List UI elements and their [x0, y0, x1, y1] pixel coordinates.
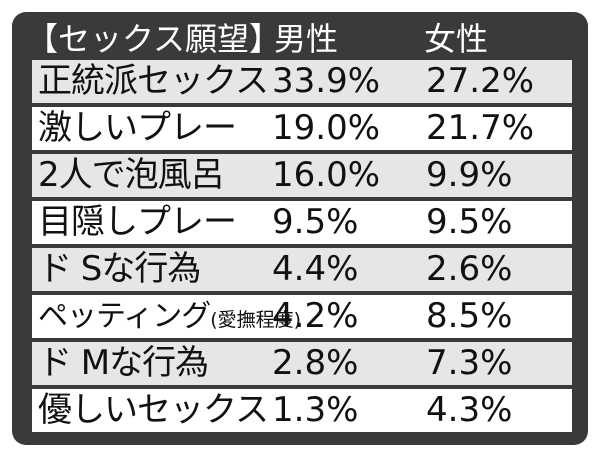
female-value: 9.9%	[426, 155, 513, 195]
table-row: 激しいプレー 19.0% 21.7%	[32, 107, 572, 150]
female-value: 4.3%	[426, 390, 513, 430]
male-value: 2.8%	[272, 343, 359, 383]
table-row: 正統派セックス 33.9% 27.2%	[32, 60, 572, 103]
column-header-female: 女性	[424, 20, 489, 58]
table-title: 【セックス願望】	[26, 20, 282, 58]
survey-table: 正統派セックス 33.9% 27.2% 激しいプレー 19.0% 21.7% 2…	[32, 60, 572, 434]
female-value: 9.5%	[426, 202, 513, 242]
row-label: 2人で泡風呂	[38, 155, 225, 195]
table-row: ド Sな行為 4.4% 2.6%	[32, 248, 572, 291]
row-label: ド Sな行為	[38, 249, 201, 289]
table-row: 2人で泡風呂 16.0% 9.9%	[32, 154, 572, 197]
table-row: 目隠しプレー 9.5% 9.5%	[32, 201, 572, 244]
row-label: 目隠しプレー	[38, 202, 237, 242]
row-label: 優しいセックス	[38, 390, 269, 430]
male-value: 4.2%	[272, 296, 359, 336]
column-header-male: 男性	[274, 20, 339, 58]
male-value: 4.4%	[272, 249, 359, 289]
female-value: 7.3%	[426, 343, 513, 383]
male-value: 1.3%	[272, 390, 359, 430]
row-label: ペッティング(愛撫程度)	[38, 295, 301, 338]
row-label: ド Mな行為	[38, 343, 209, 383]
table-row: ド Mな行為 2.8% 7.3%	[32, 342, 572, 385]
male-value: 19.0%	[272, 108, 381, 148]
row-label-main: ペッティング	[38, 299, 211, 334]
table-row: 優しいセックス 1.3% 4.3%	[32, 389, 572, 432]
row-label: 激しいプレー	[38, 108, 237, 148]
male-value: 9.5%	[272, 202, 359, 242]
table-header: 【セックス願望】 男性 女性	[26, 16, 576, 62]
male-value: 33.9%	[272, 61, 381, 101]
table-row: ペッティング(愛撫程度) 4.2% 8.5%	[32, 295, 572, 338]
female-value: 21.7%	[426, 108, 535, 148]
row-label: 正統派セックス	[38, 61, 269, 101]
male-value: 16.0%	[272, 155, 381, 195]
female-value: 8.5%	[426, 296, 513, 336]
female-value: 27.2%	[426, 61, 535, 101]
female-value: 2.6%	[426, 249, 513, 289]
row-label-note: (愛撫程度)	[210, 309, 302, 331]
